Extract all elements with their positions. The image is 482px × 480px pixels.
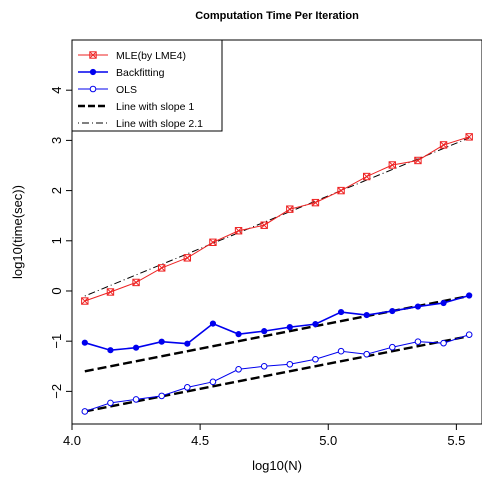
data-point: [209, 378, 217, 386]
data-point: [184, 340, 191, 347]
data-point: [389, 343, 396, 351]
y-tick-label: 3: [49, 137, 64, 144]
data-point: [132, 396, 140, 403]
data-point: [312, 321, 319, 328]
y-tick-label: −2: [49, 384, 64, 399]
legend-label: Line with slope 1: [116, 101, 194, 113]
data-point: [158, 392, 165, 400]
data-point: [183, 254, 192, 262]
plot-frame: [71, 39, 482, 425]
data-point: [439, 141, 448, 149]
data-point: [414, 303, 422, 310]
data-point: [312, 355, 319, 363]
legend-entry: Line with slope 2.1: [78, 118, 203, 130]
data-point: [209, 320, 217, 327]
data-point: [337, 308, 345, 316]
data-point: [261, 328, 268, 335]
data-point: [260, 362, 268, 370]
series-line: [84, 294, 470, 352]
data-point: [465, 331, 473, 338]
data-point: [81, 297, 89, 305]
legend-marker: [89, 85, 97, 93]
data-point: [388, 161, 397, 169]
x-tick-label: 5.5: [447, 433, 465, 448]
x-tick-label: 5.0: [319, 433, 337, 448]
legend-marker: [89, 51, 97, 59]
y-axis-label: log10(time(sec)): [10, 185, 25, 279]
reference-line: [84, 334, 470, 413]
y-tick-label: 2: [49, 187, 64, 194]
series-line: [84, 334, 470, 412]
legend-label: Line with slope 2.1: [116, 118, 203, 130]
legend-label: Backfitting: [116, 67, 165, 79]
data-point: [107, 399, 114, 407]
data-point: [235, 331, 242, 338]
data-point: [184, 384, 191, 391]
data-point: [260, 221, 268, 229]
data-point: [466, 292, 473, 299]
data-point: [311, 198, 320, 207]
series-line: [84, 136, 470, 302]
data-point: [286, 360, 294, 368]
data-point: [440, 339, 447, 347]
data-point: [132, 344, 140, 351]
legend-marker: [89, 68, 97, 76]
data-point: [440, 299, 447, 307]
x-axis-label: log10(N): [252, 458, 302, 473]
legend: MLE(by LME4) Backfitting OLS Line with slop…: [71, 39, 223, 132]
data-point: [209, 238, 217, 246]
data-point: [363, 311, 370, 319]
data-point: [158, 338, 165, 345]
data-point: [465, 133, 473, 141]
data-point: [286, 324, 293, 331]
x-axis: 4.0 4.5 5.0 5.5: [63, 424, 465, 448]
legend-label: MLE(by LME4): [116, 50, 186, 62]
reference-line: [84, 137, 470, 297]
reference-lines: [84, 137, 470, 413]
data-point: [389, 307, 396, 315]
x-tick-label: 4.5: [191, 433, 209, 448]
series-2: [81, 331, 473, 415]
series-1: [81, 292, 473, 354]
legend-entry: Backfitting: [78, 67, 165, 79]
data-point: [286, 205, 294, 213]
x-tick-label: 4.0: [63, 433, 81, 448]
y-tick-label: 4: [49, 87, 64, 94]
data-point: [81, 408, 89, 415]
data-point: [235, 365, 242, 373]
data-point: [107, 347, 114, 354]
y-tick-label: 0: [49, 287, 64, 294]
series-layer: [81, 133, 473, 415]
data-point: [132, 278, 140, 287]
legend-entry: OLS: [78, 84, 137, 96]
data-point: [234, 227, 243, 235]
y-axis: −2 −1 0 1 2 3 4: [49, 87, 72, 399]
legend-entry: MLE(by LME4): [78, 50, 186, 62]
legend-entry: Line with slope 1: [78, 101, 194, 113]
y-tick-label: −1: [49, 334, 64, 349]
data-point: [337, 347, 345, 355]
data-point: [81, 339, 88, 346]
data-point: [363, 350, 370, 358]
data-point: [414, 156, 422, 165]
legend-label: OLS: [116, 84, 137, 96]
data-point: [337, 186, 345, 195]
y-tick-label: 1: [49, 237, 64, 244]
series-0: [81, 133, 473, 305]
data-point: [106, 288, 115, 296]
data-point: [414, 338, 422, 345]
data-point: [157, 264, 166, 272]
chart-title: Computation Time Per Iteration: [195, 10, 359, 22]
data-point: [362, 172, 371, 181]
